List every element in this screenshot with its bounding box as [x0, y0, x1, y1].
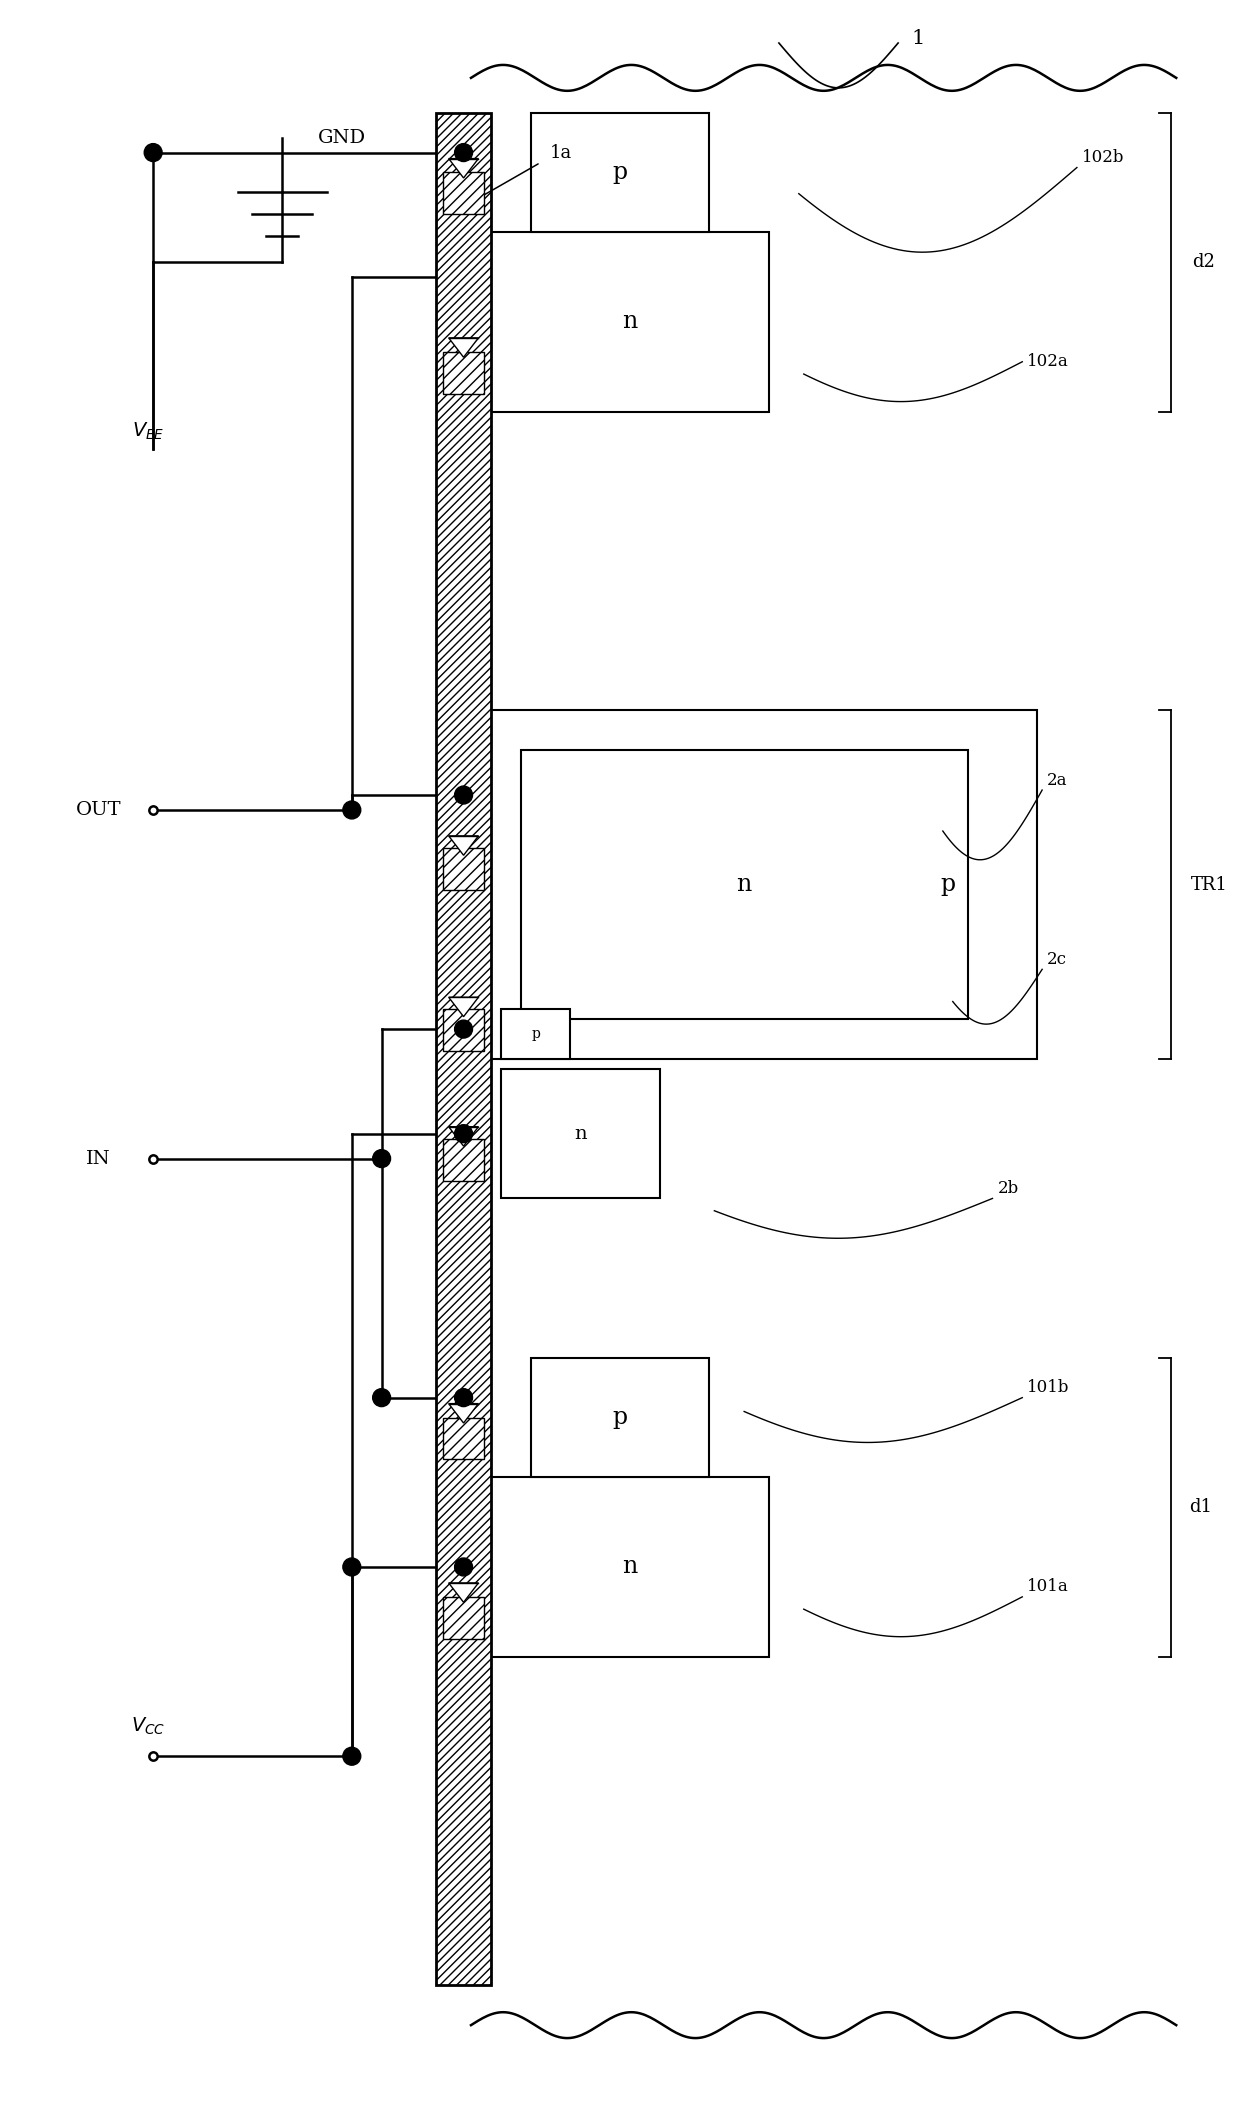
Text: n: n [622, 310, 637, 333]
Bar [491, 232, 769, 411]
Bar [521, 751, 967, 1019]
Bar [443, 848, 485, 890]
Bar [443, 173, 485, 215]
Circle shape [455, 143, 472, 162]
Text: GND: GND [317, 129, 366, 148]
Text: p: p [613, 160, 627, 183]
Circle shape [343, 1746, 361, 1765]
Text: 1: 1 [911, 30, 925, 49]
Circle shape [455, 1124, 472, 1143]
Text: 2c: 2c [1047, 951, 1068, 968]
Text: n: n [574, 1124, 587, 1143]
Bar [531, 112, 709, 232]
Bar [443, 1010, 485, 1050]
Text: IN: IN [87, 1149, 110, 1168]
Text: p: p [531, 1027, 539, 1042]
Text: n: n [622, 1556, 637, 1578]
Bar [443, 1597, 485, 1639]
Text: $V_{EE}$: $V_{EE}$ [131, 422, 165, 443]
Circle shape [144, 143, 162, 162]
Circle shape [373, 1149, 391, 1168]
Polygon shape [449, 158, 479, 177]
Bar [491, 711, 1037, 1059]
Text: d1: d1 [1189, 1497, 1213, 1516]
Circle shape [455, 787, 472, 804]
Text: d2: d2 [1193, 253, 1215, 272]
Polygon shape [449, 1126, 479, 1145]
Text: OUT: OUT [76, 801, 122, 818]
Text: 101b: 101b [1027, 1379, 1070, 1396]
Circle shape [455, 1559, 472, 1575]
Polygon shape [449, 337, 479, 356]
Text: 102b: 102b [1081, 150, 1125, 167]
Circle shape [455, 1021, 472, 1038]
Circle shape [343, 1559, 361, 1575]
Polygon shape [449, 835, 479, 856]
Text: $V_{CC}$: $V_{CC}$ [131, 1717, 165, 1738]
Bar [531, 1358, 709, 1476]
Text: n: n [737, 873, 751, 896]
Text: 1a: 1a [549, 143, 572, 162]
Bar [501, 1010, 570, 1059]
Text: 101a: 101a [1027, 1578, 1069, 1594]
Text: 2b: 2b [997, 1179, 1019, 1198]
Text: 102a: 102a [1027, 352, 1069, 371]
Circle shape [455, 1388, 472, 1407]
Text: 2a: 2a [1047, 772, 1068, 789]
Text: TR1: TR1 [1190, 875, 1228, 894]
Text: p: p [613, 1407, 627, 1430]
Bar [443, 1139, 485, 1181]
Polygon shape [449, 1405, 479, 1424]
Bar [501, 1069, 660, 1198]
Text: p: p [940, 873, 955, 896]
Bar [436, 112, 491, 1985]
Circle shape [343, 801, 361, 818]
Bar [443, 1417, 485, 1459]
Circle shape [373, 1388, 391, 1407]
Polygon shape [449, 998, 479, 1017]
Bar [491, 1476, 769, 1656]
Polygon shape [449, 1584, 479, 1603]
Bar [443, 352, 485, 394]
